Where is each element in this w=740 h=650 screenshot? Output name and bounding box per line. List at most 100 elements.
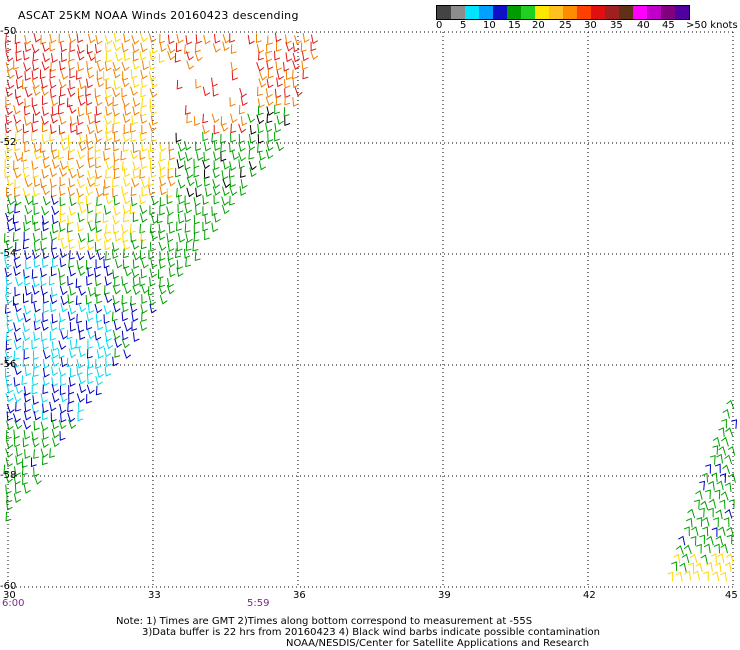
wind-barb <box>722 464 731 474</box>
wind-barb <box>718 445 727 456</box>
wind-barb <box>229 186 238 196</box>
wind-barb <box>13 358 20 369</box>
wind-barb <box>85 134 93 145</box>
wind-barb <box>13 114 21 125</box>
wind-barb <box>122 302 129 313</box>
wind-barb <box>213 33 221 44</box>
wind-barb <box>150 78 158 88</box>
wind-barb <box>140 159 148 170</box>
wind-barb <box>149 88 158 98</box>
time-label-mid: 5:59 <box>247 598 270 609</box>
wind-barb <box>33 221 41 232</box>
wind-barb <box>76 393 85 403</box>
wind-barb <box>113 80 121 91</box>
wind-barb <box>14 131 21 142</box>
wind-barb <box>22 475 28 485</box>
wind-barb <box>87 339 94 350</box>
wind-barb <box>139 194 146 205</box>
wind-barb <box>266 141 274 152</box>
wind-barb <box>678 535 686 546</box>
wind-barb <box>15 242 21 252</box>
wind-barb <box>211 77 218 88</box>
wind-barb <box>714 562 722 572</box>
wind-barb <box>716 453 724 464</box>
wind-barb <box>50 266 57 277</box>
wind-barb <box>104 88 112 99</box>
wind-barb <box>23 159 29 170</box>
wind-barb <box>123 106 131 116</box>
wind-barb <box>159 176 167 187</box>
wind-barb <box>267 35 273 46</box>
wind-barb <box>76 70 82 80</box>
wind-barb <box>301 51 309 62</box>
wind-barb <box>149 276 156 287</box>
notes: Note: 1) Times are GMT 2)Times along bot… <box>116 616 600 649</box>
legend-swatch <box>507 6 521 19</box>
wind-barb <box>94 330 102 341</box>
wind-barb <box>60 70 69 80</box>
wind-barb <box>302 69 309 80</box>
wind-barb <box>123 349 132 359</box>
wind-barb <box>68 239 75 250</box>
wind-barb <box>167 277 174 288</box>
wind-barb <box>202 124 210 135</box>
wind-barb <box>185 168 194 179</box>
wind-barb <box>699 480 706 491</box>
wind-barb <box>720 571 727 582</box>
wind-barb <box>238 152 247 162</box>
wind-barb <box>265 96 274 107</box>
wind-barb <box>230 123 237 134</box>
wind-barb <box>22 340 29 351</box>
wind-barb <box>265 44 273 54</box>
wind-barb <box>86 374 94 385</box>
wind-barb <box>274 32 282 43</box>
wind-barb <box>60 330 68 340</box>
wind-barb <box>132 251 141 261</box>
wind-barb <box>86 384 95 395</box>
wind-barb <box>230 61 238 72</box>
wind-barb <box>122 240 130 251</box>
wind-barb <box>59 167 68 178</box>
wind-barb <box>94 53 101 64</box>
wind-barb <box>51 366 59 377</box>
wind-barb <box>50 114 58 124</box>
wind-barb <box>113 132 121 143</box>
wind-barb <box>720 543 728 554</box>
wind-barb <box>166 188 173 199</box>
wind-barb <box>4 367 11 378</box>
wind-barb <box>21 152 28 162</box>
wind-barb <box>715 509 723 520</box>
wind-barb <box>159 251 166 262</box>
wind-barb <box>683 526 690 537</box>
wind-barb <box>111 311 118 322</box>
wind-barb <box>33 205 40 216</box>
wind-barb <box>32 215 39 225</box>
wind-barb <box>86 276 93 286</box>
wind-barb <box>258 150 266 161</box>
wind-speed-legend <box>436 5 690 20</box>
wind-barb <box>174 53 181 63</box>
wind-barb <box>104 367 112 377</box>
wind-barb <box>67 186 75 197</box>
wind-barb <box>150 195 159 206</box>
wind-barb <box>24 71 31 81</box>
wind-barb <box>13 60 20 70</box>
wind-barb <box>59 160 68 171</box>
wind-barb <box>720 491 729 501</box>
wind-barb <box>3 464 10 475</box>
wind-barb <box>132 161 140 171</box>
wind-barb <box>203 169 210 180</box>
wind-barb <box>6 322 14 333</box>
wind-barb <box>49 69 56 79</box>
wind-barb <box>86 260 92 270</box>
wind-barb <box>7 195 15 206</box>
wind-barb <box>706 535 714 546</box>
wind-barb <box>95 96 103 107</box>
wind-barb <box>96 349 104 359</box>
wind-barb <box>76 188 84 198</box>
wind-barb <box>32 395 39 405</box>
wind-barb <box>112 285 121 295</box>
wind-barb <box>67 150 74 161</box>
wind-barb <box>40 178 47 189</box>
wind-barb <box>15 276 23 287</box>
